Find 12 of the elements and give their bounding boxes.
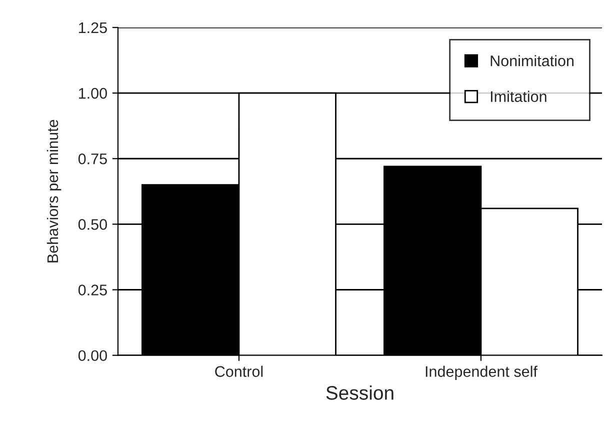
- y-tick-label: 0.50: [78, 219, 107, 230]
- x-tick-label: Independent self: [426, 366, 538, 380]
- x-tick-label: Control: [215, 366, 263, 377]
- y-axis-title: Behaviors per minute: [46, 120, 62, 262]
- y-tick-label: 0.25: [78, 284, 107, 296]
- y-tick-label: 1.25: [78, 22, 107, 34]
- y-tick-label: 1.00: [78, 88, 107, 99]
- y-tick-label: 0.00: [78, 350, 107, 362]
- x-axis-title: Session: [326, 386, 394, 400]
- legend-label: Nonimitation: [490, 55, 574, 66]
- y-tick-label: 0.75: [78, 153, 107, 164]
- legend-label: Imitation: [490, 90, 546, 102]
